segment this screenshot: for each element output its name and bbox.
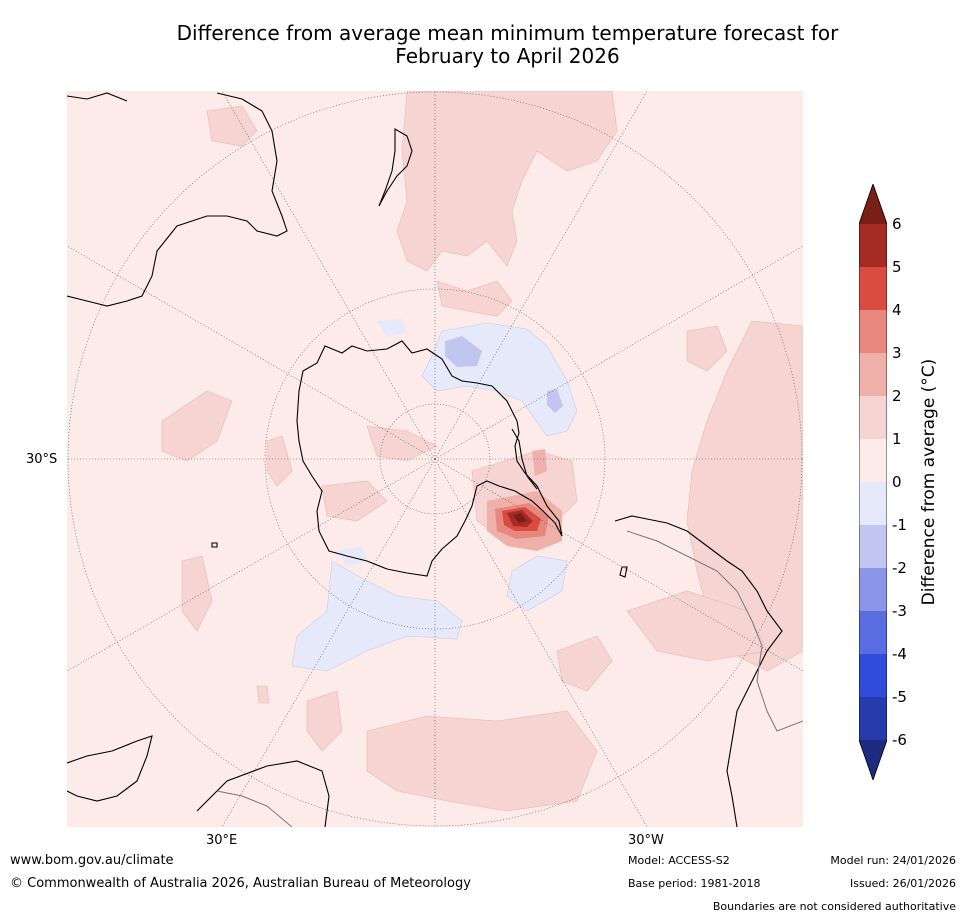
graticule [67,91,803,827]
warm-patch-ssw [306,690,343,752]
colorbar-label: Difference from average (°C) [919,358,939,606]
country-borders [216,530,803,827]
colorbar-m3-m2 [859,568,887,611]
map-svg [67,91,803,827]
colorbar-tick-m6: -6 [892,731,907,749]
colorbar-1-2 [859,396,887,439]
colorbar-tick-6: 6 [892,215,902,233]
coastlines [67,92,783,827]
warm-patch-northwest [206,105,258,147]
colorbar-4-5 [859,267,887,310]
warm-patch-east-2 [686,325,728,372]
warm-patch-tiny [256,685,270,704]
colorbar [858,182,888,782]
new-zealand-north-island [378,128,413,207]
africa-border [216,790,293,827]
cool-patch-small [547,389,563,413]
warm-patch-south [556,635,613,692]
colorbar-m2-m1 [859,525,887,568]
colorbar-tick-3: 3 [892,344,902,362]
australia-coast-north [67,92,128,102]
warm-patch-bottom [366,710,598,812]
colorbar-5-6 [859,224,887,267]
footer-website: www.bom.gov.au/climate [10,853,174,868]
colorbar-3-4 [859,310,887,353]
footer-model: Model: ACCESS-S2 [628,854,730,867]
footer-issued: Issued: 26/01/2026 [849,877,956,890]
colorbar-tick-5: 5 [892,258,902,276]
colorbar-m1-0 [859,482,887,525]
warm-patch-sw [181,555,213,632]
antarctic-peninsula [511,428,538,490]
lon-label-30w: 30°W [628,833,664,848]
colorbar-tick-4: 4 [892,301,902,319]
title-line-1: Difference from average mean minimum tem… [176,21,839,45]
africa-coastline [67,735,153,802]
argentina-chile-border [626,530,803,732]
map-area [67,91,803,827]
warm-2-3-small [532,449,547,476]
anomaly-cool [291,319,578,672]
colorbar-m6-m5 [859,697,887,740]
warm-patch-west [161,390,233,462]
anomaly-warm-strong [487,449,562,551]
colorbar-tick-m3: -3 [892,602,907,620]
colorbar-tick-m1: -1 [892,516,907,534]
island-kerguelen [211,542,218,548]
title-line-2: February to April 2026 [395,44,620,68]
cool-patch-weddell-core [445,336,482,367]
footer-copyright: © Commonwealth of Australia 2026, Austra… [10,876,471,891]
warm-patch-center-west [366,425,438,462]
australia-coastline [67,92,288,307]
lon-label-30e: 30°E [206,833,238,848]
cool-patch-south [291,560,463,672]
colorbar-tick-m5: -5 [892,688,907,706]
warm-patch-center-sw [321,480,388,522]
africa-coastline-2 [196,760,330,827]
antarctica-coastline [296,340,563,577]
colorbar-over-triangle [859,184,887,224]
cool-patch-north [377,319,407,337]
colorbar-tick-0: 0 [892,473,902,491]
footer-model-run: Model run: 24/01/2026 [830,854,956,867]
map-title: Difference from average mean minimum tem… [0,22,965,68]
meridian-150e [221,458,436,827]
cool-patch-small-2 [337,546,367,566]
colorbar-m5-m4 [859,654,887,697]
warm-patch-west-2 [266,435,293,487]
footer-boundaries-note: Boundaries are not considered authoritat… [712,900,956,913]
island-falklands [619,566,628,578]
lat-circle-middle [264,288,606,630]
cool-patch-southeast [506,555,568,612]
colorbar-2-3 [859,353,887,396]
meridian-60w [434,245,803,460]
south-america-coastline [614,515,783,827]
colorbar-tick-2: 2 [892,387,902,405]
warm-patch-north-2 [436,280,513,317]
warm-patch-north [396,91,618,272]
warm-over-6 [513,513,527,523]
colorbar-0-1 [859,439,887,482]
colorbar-tick-1: 1 [892,430,902,448]
colorbar-under-triangle [859,740,887,780]
meridian-60e [67,245,436,460]
colorbar-m4-m3 [859,611,887,654]
warm-patch-east [686,320,803,672]
colorbar-tick-m2: -2 [892,559,907,577]
footer-base-period: Base period: 1981-2018 [628,877,761,890]
colorbar-svg [858,182,888,782]
meridian-30e [221,91,436,460]
lat-label-30s: 30°S [26,452,58,467]
colorbar-tick-m4: -4 [892,645,907,663]
